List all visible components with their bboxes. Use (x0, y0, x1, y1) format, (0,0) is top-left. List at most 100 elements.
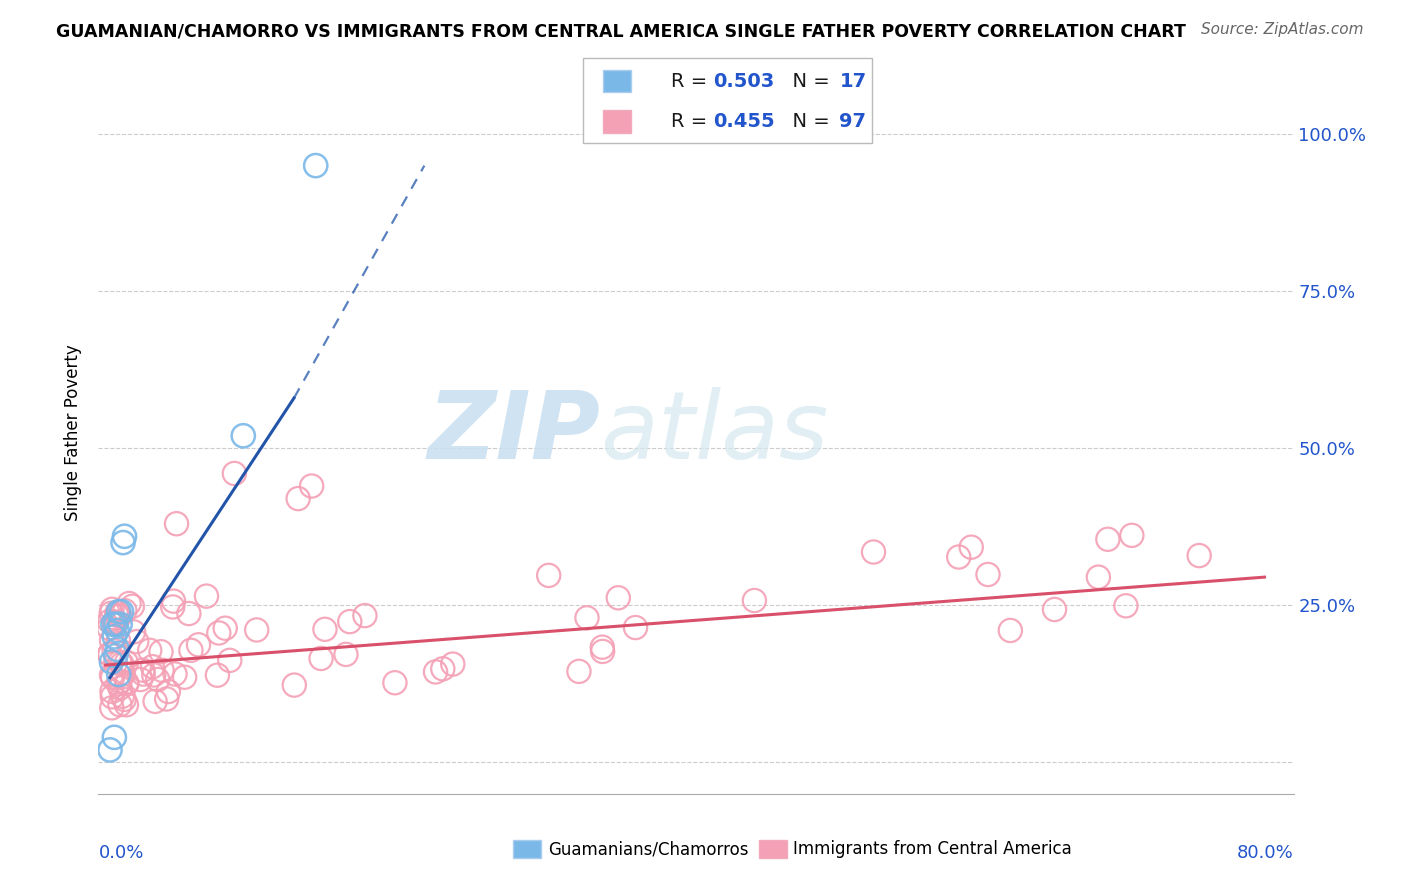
Point (214, 621, 236, 635)
Point (1043, 602, 1066, 616)
Point (104, 615, 127, 629)
Point (103, 731, 125, 745)
Point (132, 663, 155, 677)
Point (103, 615, 125, 629)
Point (287, 491, 309, 506)
Point (112, 692, 135, 706)
Point (537, 568, 560, 582)
Point (163, 667, 186, 681)
Point (108, 617, 131, 632)
Text: N =: N = (780, 71, 837, 91)
Point (108, 681, 131, 695)
Point (162, 599, 184, 614)
Point (112, 535, 135, 549)
Point (246, 623, 269, 637)
Text: Guamanians/Chamorros: Guamanians/Chamorros (548, 840, 749, 858)
Point (107, 677, 129, 691)
Point (101, 671, 124, 685)
Text: GUAMANIAN/CHAMORRO VS IMMIGRANTS FROM CENTRAL AMERICA SINGLE FATHER POVERTY CORR: GUAMANIAN/CHAMORRO VS IMMIGRANTS FROM CE… (56, 22, 1187, 40)
Point (100, 655, 122, 669)
Point (118, 597, 141, 611)
Point (960, 540, 983, 554)
Point (1087, 570, 1109, 584)
Point (115, 656, 138, 670)
Point (103, 644, 125, 658)
Point (208, 626, 231, 640)
Point (112, 666, 135, 681)
Point (98, 648, 121, 662)
Point (384, 675, 406, 690)
Point (108, 674, 131, 689)
Point (105, 608, 128, 623)
Point (224, 467, 246, 481)
Point (98, 615, 121, 629)
Point (143, 694, 166, 708)
Point (97, 621, 120, 635)
Text: 80.0%: 80.0% (1237, 845, 1294, 863)
Point (575, 611, 598, 625)
Text: 17: 17 (839, 71, 866, 91)
Point (1000, 624, 1022, 638)
Point (108, 698, 131, 712)
Text: 97: 97 (839, 112, 866, 131)
Point (115, 677, 138, 691)
Point (592, 644, 614, 658)
Point (108, 609, 131, 624)
Point (157, 684, 180, 698)
Point (177, 607, 200, 621)
Point (591, 640, 613, 655)
Point (425, 665, 447, 679)
Point (125, 634, 148, 648)
Point (105, 606, 128, 620)
Point (110, 605, 132, 619)
Point (103, 615, 125, 630)
Point (156, 692, 179, 706)
Point (100, 607, 122, 621)
Point (100, 668, 122, 682)
Point (122, 624, 145, 639)
Text: Immigrants from Central America: Immigrants from Central America (793, 840, 1071, 858)
Point (624, 621, 647, 635)
Point (101, 690, 124, 704)
Point (309, 651, 332, 665)
Point (1097, 533, 1119, 547)
Point (173, 670, 195, 684)
Point (568, 665, 591, 679)
Point (104, 656, 127, 670)
Point (114, 529, 136, 543)
Point (283, 678, 305, 692)
Point (98, 743, 121, 757)
Point (114, 604, 136, 618)
Text: atlas: atlas (600, 387, 828, 478)
Point (862, 545, 884, 559)
Point (129, 673, 152, 687)
Point (166, 516, 188, 531)
Point (180, 643, 202, 657)
Text: R =: R = (671, 71, 713, 91)
Point (195, 589, 218, 603)
Point (141, 659, 163, 673)
Point (108, 656, 131, 670)
Text: R =: R = (671, 112, 713, 131)
Text: Source: ZipAtlas.com: Source: ZipAtlas.com (1201, 22, 1364, 37)
Text: N =: N = (780, 112, 837, 131)
Point (100, 701, 122, 715)
Point (432, 662, 454, 676)
Point (107, 633, 129, 648)
Point (101, 684, 124, 698)
Point (301, 479, 323, 493)
Point (339, 615, 361, 629)
Point (441, 657, 464, 671)
Point (335, 648, 357, 662)
Point (232, 429, 254, 443)
Point (111, 657, 134, 671)
Point (98, 647, 121, 661)
Point (105, 624, 128, 638)
Point (1115, 599, 1137, 613)
Point (132, 667, 155, 681)
Point (207, 668, 229, 682)
Point (977, 567, 1000, 582)
Point (115, 698, 138, 712)
Point (104, 617, 127, 632)
Point (100, 633, 122, 648)
